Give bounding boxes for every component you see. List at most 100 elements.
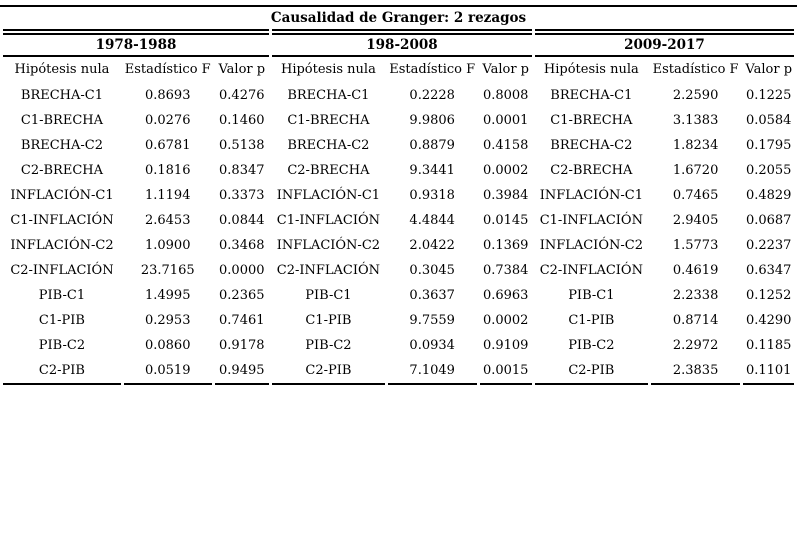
p-value-cell: 0.8008 (482, 88, 529, 103)
hypothesis-cell: C1-BRECHA (20, 113, 104, 128)
p-value-cell: 0.1225 (745, 88, 792, 103)
table-row: INFLACIÓN-C2 1.0900 0.3468 INFLACIÓN-C2 2.04… (3, 233, 794, 258)
p-value-cell: 0.1795 (745, 138, 792, 153)
f-statistic-cell: 0.3637 (409, 288, 455, 303)
hypothesis-cell: INFLACIÓN-C1 (276, 188, 381, 203)
p-value-cell: 0.1460 (219, 113, 265, 128)
column-header-f-statistic: Estadístico F (124, 62, 211, 77)
hypothesis-cell: C1-PIB (568, 313, 615, 328)
p-value-cell: 0.1252 (745, 288, 792, 303)
p-value-cell: 0.3373 (219, 188, 265, 203)
p-value-cell: 0.7384 (482, 263, 529, 278)
table-row: BRECHA-C2 0.6781 0.5138 BRECHA-C2 0.8879 0.41… (3, 133, 794, 158)
table-title: Causalidad de Granger: 2 rezagos (270, 10, 527, 26)
p-value-cell: 0.0844 (219, 213, 265, 228)
p-value-cell: 0.2055 (745, 163, 792, 178)
p-value-cell: 0.0015 (479, 358, 532, 385)
p-value-cell: 0.1369 (482, 238, 529, 253)
p-value-cell: 0.6963 (482, 288, 529, 303)
p-value-cell: 0.0687 (745, 213, 792, 228)
table-row: C2-PIB 0.0519 0.9495 C2-PIB 7.1049 0.0015 C2-P… (3, 358, 794, 385)
hypothesis-cell: BRECHA-C1 (550, 88, 633, 103)
p-value-cell: 0.9178 (219, 338, 265, 353)
f-statistic-cell: 0.0276 (144, 113, 191, 128)
f-statistic-cell: 0.8714 (672, 313, 719, 328)
hypothesis-cell: C2-PIB (534, 358, 648, 385)
f-statistic-cell: 0.7465 (672, 188, 719, 203)
f-statistic-cell: 0.1816 (144, 163, 191, 178)
column-header-p-value: Valor p (218, 62, 266, 77)
table-row: C1-PIB 0.2953 0.7461 C1-PIB 9.7559 0.0002 C1-P… (3, 308, 794, 333)
hypothesis-cell: INFLACIÓN-C1 (10, 188, 114, 203)
f-statistic-cell: 9.7559 (409, 313, 455, 328)
f-statistic-cell: 0.8879 (409, 138, 455, 153)
hypothesis-cell: C2-INFLACIÓN (539, 263, 643, 278)
table-row: INFLACIÓN-C1 1.1194 0.3373 INFLACIÓN-C1 0.93… (3, 183, 794, 208)
f-statistic-cell: 2.6453 (144, 213, 191, 228)
p-value-cell: 0.2237 (745, 238, 792, 253)
table-row: C1-INFLACIÓN 2.6453 0.0844 C1-INFLACIÓN 4.48… (3, 208, 794, 233)
hypothesis-cell: C2-PIB (3, 358, 121, 385)
p-value-cell: 0.1185 (745, 338, 792, 353)
p-value-cell: 0.3984 (482, 188, 529, 203)
f-statistic-cell: 0.6781 (144, 138, 191, 153)
p-value-cell: 0.0584 (745, 113, 792, 128)
column-header-hypothesis: Hipótesis nula (543, 62, 639, 77)
hypothesis-cell: BRECHA-C2 (20, 138, 104, 153)
hypothesis-cell: C2-BRECHA (550, 163, 633, 178)
hypothesis-cell: C2-BRECHA (287, 163, 370, 178)
p-value-cell: 0.0002 (482, 163, 529, 178)
p-value-cell: 0.0000 (219, 263, 265, 278)
hypothesis-cell: C1-PIB (38, 313, 85, 328)
title-row: Causalidad de Granger: 2 rezagos (3, 7, 794, 29)
f-statistic-cell: 1.1194 (144, 188, 191, 203)
p-value-cell: 0.5138 (219, 138, 265, 153)
f-statistic-cell: 9.9806 (409, 113, 455, 128)
hypothesis-cell: INFLACIÓN-C2 (10, 238, 114, 253)
p-value-cell: 0.9109 (482, 338, 529, 353)
table-row: C1-BRECHA 0.0276 0.1460 C1-BRECHA 9.9806 0.00… (3, 108, 794, 133)
period-header-1: 1978-1988 (3, 29, 269, 57)
f-statistic-cell: 3.1383 (672, 113, 719, 128)
f-statistic-cell: 0.0934 (409, 338, 455, 353)
hypothesis-cell: PIB-C2 (305, 338, 352, 353)
hypothesis-cell: C1-INFLACIÓN (539, 213, 643, 228)
f-statistic-cell: 0.2228 (409, 88, 455, 103)
table-row: C2-INFLACIÓN 23.7165 0.0000 C2-INFLACIÓN 0.3… (3, 258, 794, 283)
column-header-f-statistic: Estadístico F (389, 62, 476, 77)
p-value-cell: 0.0145 (482, 213, 529, 228)
f-statistic-cell: 0.2953 (144, 313, 191, 328)
period-header-2: 198-2008 (271, 29, 532, 57)
f-statistic-cell: 2.2338 (672, 288, 719, 303)
p-value-cell: 0.6347 (745, 263, 792, 278)
f-statistic-cell: 2.2972 (672, 338, 719, 353)
hypothesis-cell: C1-BRECHA (287, 113, 370, 128)
p-value-cell: 0.4290 (745, 313, 792, 328)
hypothesis-cell: INFLACIÓN-C2 (539, 238, 643, 253)
f-statistic-cell: 1.5773 (672, 238, 719, 253)
p-value-cell: 0.2365 (219, 288, 265, 303)
f-statistic-cell: 1.0900 (144, 238, 191, 253)
table-row: PIB-C2 0.0860 0.9178 PIB-C2 0.0934 0.9109 PIB-… (3, 333, 794, 358)
p-value-cell: 0.4158 (482, 138, 529, 153)
p-value-cell: 0.0002 (482, 313, 529, 328)
hypothesis-cell: BRECHA-C1 (20, 88, 104, 103)
f-statistic-cell: 1.8234 (672, 138, 719, 153)
table-row: PIB-C1 1.4995 0.2365 PIB-C1 0.3637 0.6963 PIB-… (3, 283, 794, 308)
f-statistic-cell: 0.0519 (123, 358, 212, 385)
p-value-cell: 0.7461 (219, 313, 265, 328)
column-header-p-value: Valor p (482, 62, 530, 77)
f-statistic-cell: 2.0422 (409, 238, 455, 253)
p-value-cell: 0.8347 (219, 163, 265, 178)
hypothesis-cell: PIB-C1 (305, 288, 352, 303)
table-row: BRECHA-C1 0.8693 0.4276 BRECHA-C1 0.2228 0.80… (3, 83, 794, 108)
f-statistic-cell: 23.7165 (140, 263, 195, 278)
hypothesis-cell: BRECHA-C2 (550, 138, 633, 153)
period-header-3: 2009-2017 (534, 29, 794, 57)
period-header-row: 1978-1988 198-2008 2009-2017 (3, 29, 794, 57)
f-statistic-cell: 2.9405 (672, 213, 719, 228)
p-value-cell: 0.0001 (482, 113, 529, 128)
f-statistic-cell: 0.9318 (409, 188, 455, 203)
table-body: BRECHA-C1 0.8693 0.4276 BRECHA-C1 0.2228 0.80… (3, 83, 794, 385)
f-statistic-cell: 0.8693 (144, 88, 191, 103)
